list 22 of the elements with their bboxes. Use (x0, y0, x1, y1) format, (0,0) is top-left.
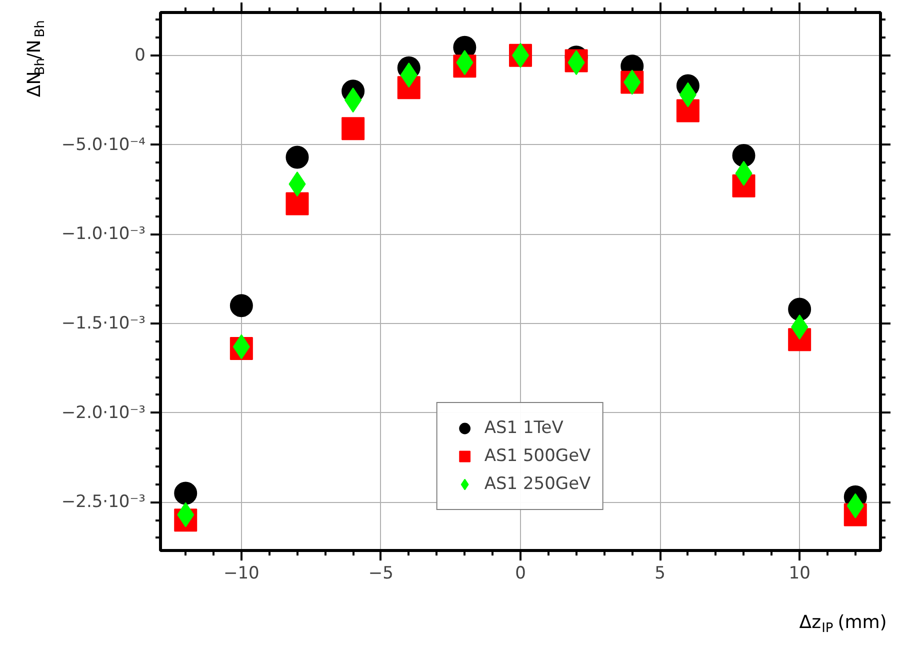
legend-label: AS1 1TeV (484, 418, 564, 438)
y-tick-label: −1.0·10⁻³ (61, 224, 146, 244)
legend-label: AS1 250GeV (484, 474, 591, 494)
point (676, 99, 700, 122)
y-tick-label: 0 (134, 45, 146, 66)
point (174, 482, 198, 505)
x-tick-label: 0 (515, 564, 526, 584)
point (286, 192, 309, 216)
y-tick-label: −5.0·10⁻⁴ (61, 134, 146, 155)
y-tick-label: −2.5·10⁻³ (61, 492, 146, 512)
point (732, 144, 756, 167)
point (788, 298, 812, 321)
point (230, 294, 253, 318)
x-tick-label: −5 (368, 564, 394, 584)
legend-label: AS1 500GeV (484, 446, 591, 466)
y-tick-label: −1.5·10⁻³ (61, 314, 146, 334)
x-tick-label: 10 (788, 564, 810, 584)
x-tick-label: −10 (223, 564, 260, 584)
point (342, 117, 365, 140)
y-tick-label: −2.0·10⁻³ (61, 402, 146, 423)
point (286, 146, 309, 169)
x-tick-label: 5 (654, 564, 666, 584)
